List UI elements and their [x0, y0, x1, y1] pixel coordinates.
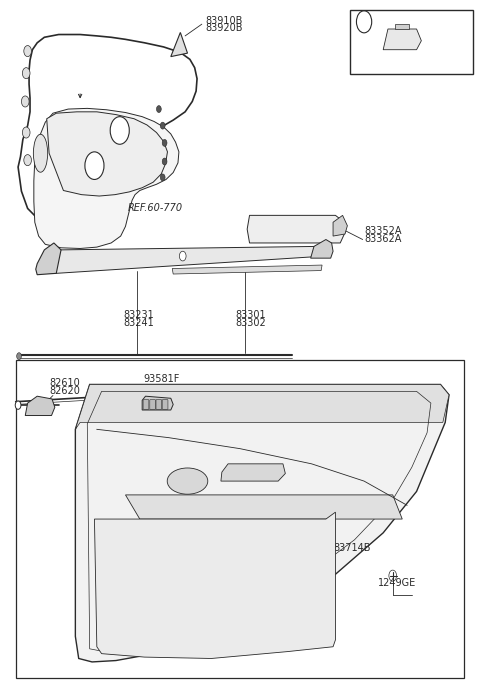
Circle shape: [23, 127, 30, 138]
Text: 83714B: 83714B: [333, 543, 371, 553]
Text: 83241: 83241: [123, 318, 154, 328]
FancyBboxPatch shape: [162, 400, 168, 410]
Polygon shape: [171, 33, 188, 57]
Circle shape: [162, 139, 167, 146]
Polygon shape: [142, 396, 173, 410]
FancyBboxPatch shape: [156, 400, 162, 410]
Text: 83920B: 83920B: [205, 24, 243, 33]
Text: 83231: 83231: [123, 310, 154, 320]
Polygon shape: [383, 29, 421, 50]
Text: 93581F: 93581F: [143, 374, 180, 385]
Polygon shape: [18, 35, 197, 221]
Text: REF.60-770: REF.60-770: [128, 204, 183, 213]
Circle shape: [180, 252, 186, 261]
Polygon shape: [42, 247, 316, 273]
Text: 82610: 82610: [49, 378, 80, 388]
FancyBboxPatch shape: [150, 400, 156, 410]
Text: 82620: 82620: [49, 385, 80, 396]
Text: H83912: H83912: [376, 17, 414, 27]
Polygon shape: [311, 240, 333, 258]
Circle shape: [15, 401, 21, 410]
Circle shape: [24, 155, 32, 166]
Polygon shape: [34, 108, 179, 249]
Polygon shape: [395, 24, 409, 29]
FancyBboxPatch shape: [16, 360, 464, 678]
Polygon shape: [75, 385, 449, 430]
Text: eio: eio: [181, 477, 194, 486]
Text: a: a: [117, 126, 122, 135]
Text: a: a: [92, 161, 97, 170]
Polygon shape: [25, 396, 55, 416]
Circle shape: [24, 46, 32, 57]
Circle shape: [160, 122, 165, 129]
Polygon shape: [125, 495, 402, 519]
Text: 83910B: 83910B: [205, 16, 242, 26]
Circle shape: [160, 174, 165, 181]
Text: a: a: [361, 17, 367, 26]
Circle shape: [110, 116, 129, 144]
Polygon shape: [247, 216, 345, 243]
Circle shape: [85, 152, 104, 179]
Polygon shape: [75, 385, 449, 662]
Polygon shape: [47, 112, 168, 196]
Polygon shape: [95, 512, 336, 658]
Text: 83362A: 83362A: [364, 234, 401, 244]
Text: 83301: 83301: [235, 310, 266, 320]
Circle shape: [23, 68, 30, 79]
Ellipse shape: [167, 468, 208, 494]
Circle shape: [162, 158, 167, 165]
Polygon shape: [221, 464, 285, 481]
Text: 83352A: 83352A: [364, 226, 402, 236]
Text: 1249GE: 1249GE: [378, 578, 417, 588]
FancyBboxPatch shape: [350, 10, 473, 74]
Circle shape: [156, 105, 161, 112]
Text: 83302: 83302: [235, 318, 266, 328]
FancyBboxPatch shape: [143, 400, 149, 410]
Polygon shape: [172, 265, 322, 274]
Circle shape: [22, 96, 29, 107]
Ellipse shape: [34, 134, 48, 173]
Polygon shape: [36, 243, 61, 274]
Circle shape: [17, 353, 22, 360]
Polygon shape: [333, 216, 348, 236]
